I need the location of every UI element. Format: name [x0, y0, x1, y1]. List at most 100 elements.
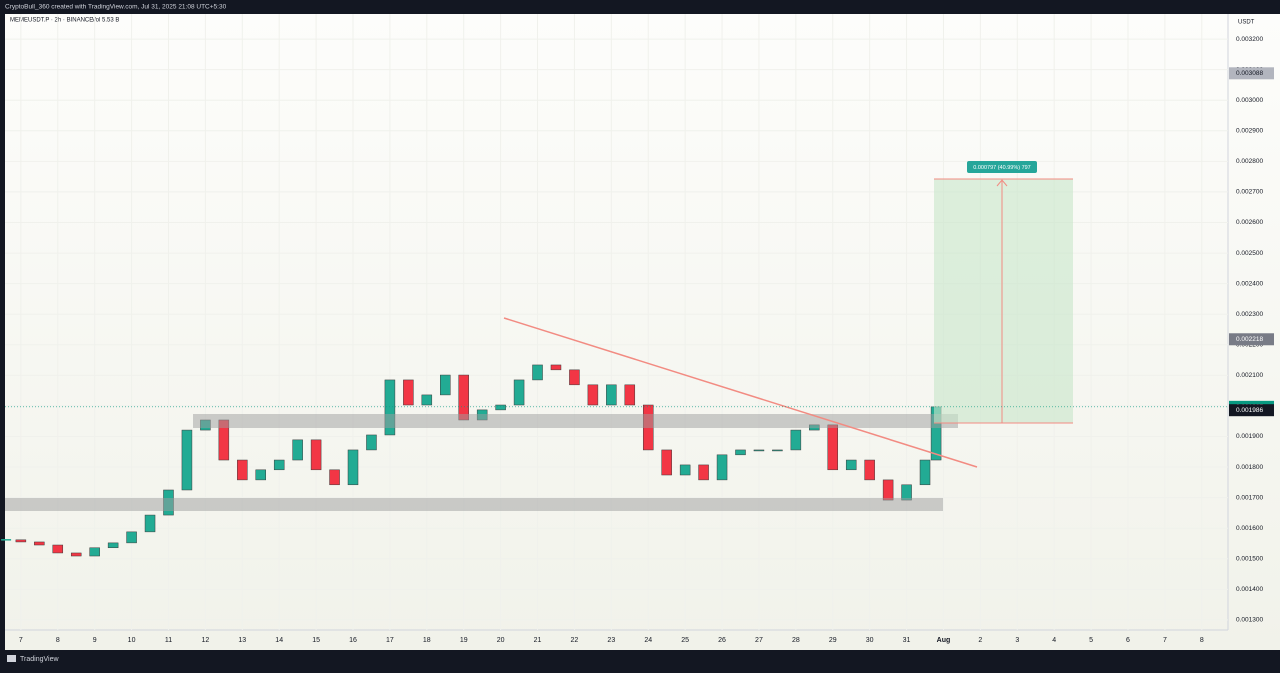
brand: TradingView — [20, 656, 59, 663]
x-tick-label: 4 — [1052, 637, 1056, 644]
candle — [181, 429, 193, 491]
candle — [34, 541, 45, 546]
y-tick-label: 0.002700 — [1236, 189, 1263, 196]
resistance-zone — [193, 414, 958, 428]
candle — [255, 469, 266, 481]
price-marker-label: 0.001986 — [1236, 407, 1263, 414]
y-tick-label: 0.001700 — [1236, 494, 1263, 501]
candle — [661, 449, 672, 476]
y-tick-label: 0.001600 — [1236, 525, 1263, 532]
candle — [384, 379, 396, 436]
candle — [70, 552, 82, 557]
target-zone — [934, 179, 1073, 423]
x-tick-label: 8 — [1200, 637, 1204, 644]
price-marker-label: 0.002218 — [1236, 336, 1263, 343]
x-tick-label: 28 — [792, 637, 800, 644]
x-tick-label: 7 — [19, 637, 23, 644]
candle — [772, 449, 783, 452]
candle — [827, 424, 839, 471]
x-tick-label: Aug — [937, 637, 951, 644]
y-tick-label: 0.002100 — [1236, 372, 1263, 379]
x-tick-label: 22 — [571, 637, 579, 644]
candle — [679, 464, 691, 476]
candle — [52, 544, 64, 554]
y-tick-label: 0.002500 — [1236, 250, 1263, 257]
x-tick-label: 16 — [349, 637, 357, 644]
x-tick-label: 25 — [681, 637, 689, 644]
x-tick-label: 12 — [201, 637, 209, 644]
brand-logo — [7, 655, 16, 662]
candle — [919, 459, 931, 486]
candle — [901, 484, 912, 501]
x-tick-label: 7 — [1163, 637, 1167, 644]
candle — [144, 514, 156, 533]
trendline — [503, 317, 978, 468]
x-tick-label: 24 — [644, 637, 652, 644]
candle — [403, 379, 414, 406]
candle — [421, 394, 433, 406]
candle — [753, 449, 765, 452]
x-tick-label: 2 — [978, 637, 982, 644]
candle — [458, 374, 469, 421]
x-tick-label: 20 — [497, 637, 505, 644]
candle — [587, 384, 599, 406]
y-tick-label: 0.001500 — [1236, 555, 1263, 562]
x-tick-label: 6 — [1126, 637, 1130, 644]
x-tick-label: 30 — [866, 637, 874, 644]
support-zone — [5, 498, 943, 511]
price-marker — [1229, 404, 1274, 417]
candle — [716, 454, 728, 481]
x-tick-label: 13 — [238, 637, 246, 644]
y-tick-label: 0.002400 — [1236, 280, 1263, 287]
symbol: MEMEUSDT.P · 2h · BINANCE — [10, 18, 93, 24]
candle — [845, 459, 857, 471]
candle — [329, 469, 340, 486]
candle — [347, 449, 359, 486]
x-tick-label: 14 — [275, 637, 283, 644]
candle — [790, 429, 802, 451]
x-tick-label: 17 — [386, 637, 394, 644]
y-tick-label: 0.002900 — [1236, 127, 1263, 134]
price-marker-label: 0.003088 — [1236, 70, 1263, 77]
y-tick-label: 0.001400 — [1236, 586, 1263, 593]
currency: USDT — [1238, 20, 1255, 26]
candle — [366, 434, 377, 451]
y-tick-label: 0.003000 — [1236, 97, 1263, 104]
arrow-head — [996, 179, 1008, 187]
x-tick-label: 3 — [1015, 637, 1019, 644]
position-label-box — [967, 161, 1037, 173]
candle — [107, 542, 119, 549]
volume: Vol 5.53 B — [92, 18, 119, 24]
x-tick-label: 19 — [460, 637, 468, 644]
y-tick-label: 0.002300 — [1236, 311, 1263, 318]
price-marker — [1229, 67, 1274, 80]
price-marker — [1229, 333, 1274, 346]
y-tick-label: 0.001300 — [1236, 617, 1263, 624]
x-tick-label: 18 — [423, 637, 431, 644]
candle — [698, 464, 709, 481]
y-tick-label: 0.002600 — [1236, 219, 1263, 226]
x-tick-label: 27 — [755, 637, 763, 644]
x-tick-label: 29 — [829, 637, 837, 644]
x-tick-label: 21 — [534, 637, 542, 644]
candle — [310, 439, 322, 471]
candle — [569, 369, 580, 386]
candle — [550, 364, 562, 371]
candle — [864, 459, 875, 481]
position-label: 0.000797 (40.99%) 797 — [973, 165, 1031, 171]
x-tick-label: 26 — [718, 637, 726, 644]
x-tick-label: 23 — [607, 637, 615, 644]
y-tick-label: 0.001800 — [1236, 464, 1263, 471]
x-tick-label: 15 — [312, 637, 320, 644]
caption: CryptoBull_360 created with TradingView.… — [5, 4, 227, 11]
candle — [513, 379, 525, 406]
x-tick-label: 11 — [165, 637, 172, 644]
candle — [15, 539, 27, 543]
x-tick-label: 31 — [903, 637, 911, 644]
candle — [237, 459, 248, 481]
candle — [606, 384, 617, 406]
candle — [532, 364, 543, 381]
candle — [624, 384, 636, 406]
candle — [292, 439, 303, 461]
